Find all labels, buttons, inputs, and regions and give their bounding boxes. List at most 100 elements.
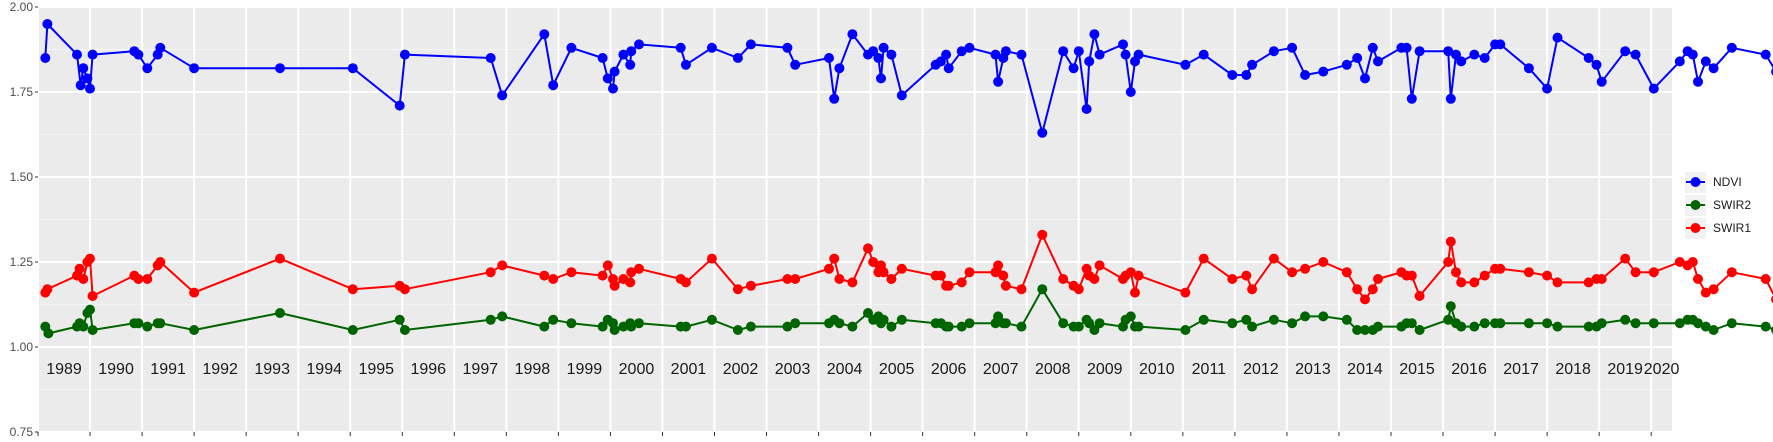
x-tick-label: 2000 <box>619 361 655 378</box>
data-point-ndvi <box>1373 56 1383 67</box>
data-point-ndvi <box>1094 49 1105 60</box>
data-point-swir1 <box>1552 277 1563 288</box>
data-point-swir2 <box>1089 325 1100 335</box>
data-point-ndvi <box>347 63 358 74</box>
data-point-swir1 <box>896 263 907 274</box>
data-point-swir1 <box>790 274 801 284</box>
data-point-swir2 <box>782 321 793 332</box>
data-point-swir1 <box>1542 270 1553 281</box>
data-point-ndvi <box>1583 53 1594 63</box>
data-point-swir2 <box>548 314 559 325</box>
data-point-swir2 <box>1674 318 1685 329</box>
data-point-swir2 <box>834 318 845 329</box>
data-point-ndvi <box>1760 49 1771 60</box>
x-tick-label: 2004 <box>827 361 863 378</box>
y-tick-label: 2.00 <box>10 0 34 14</box>
x-tick-label: 1995 <box>358 361 394 378</box>
data-point-swir1 <box>1443 257 1454 267</box>
data-point-swir1 <box>868 257 879 267</box>
data-point-swir2 <box>485 314 496 325</box>
data-point-ndvi <box>1700 56 1711 67</box>
data-point-ndvi <box>1469 49 1480 60</box>
data-point-ndvi <box>1318 66 1329 77</box>
data-point-swir1 <box>189 287 200 298</box>
data-point-ndvi <box>1120 49 1131 60</box>
data-point-ndvi <box>1198 49 1209 60</box>
data-point-swir1 <box>539 270 550 281</box>
data-point-swir2 <box>1198 314 1209 325</box>
data-point-ndvi <box>1287 42 1298 53</box>
x-tick-label: 1993 <box>254 361 290 378</box>
data-point-swir2 <box>964 318 975 329</box>
data-point-swir1 <box>824 263 834 274</box>
data-point-swir2 <box>1726 318 1737 329</box>
data-point-ndvi <box>834 63 845 74</box>
data-point-swir1 <box>1241 270 1252 281</box>
data-point-swir1 <box>566 267 577 278</box>
data-point-swir2 <box>847 321 858 332</box>
data-point-ndvi <box>394 100 405 111</box>
data-point-ndvi <box>964 42 975 53</box>
data-point-ndvi <box>485 53 496 63</box>
data-point-swir1 <box>1479 270 1490 281</box>
legend-label-swir1: SWIR1 <box>1713 221 1751 235</box>
data-point-ndvi <box>497 90 508 101</box>
data-point-swir2 <box>943 321 954 332</box>
data-point-swir2 <box>275 308 285 318</box>
data-point-ndvi <box>1068 63 1079 74</box>
data-point-ndvi <box>1726 42 1737 53</box>
data-point-swir2 <box>863 308 873 318</box>
data-point-swir1 <box>847 277 858 288</box>
data-point-ndvi <box>78 63 89 74</box>
x-tick-label: 2016 <box>1451 361 1487 378</box>
data-point-swir2 <box>1760 321 1771 332</box>
x-tick-label: 2018 <box>1555 361 1591 378</box>
data-point-swir1 <box>1268 253 1279 264</box>
data-point-swir1 <box>155 257 166 267</box>
data-point-ndvi <box>634 39 644 50</box>
x-tick-label: 2006 <box>931 361 967 378</box>
data-point-swir1 <box>1523 267 1534 278</box>
data-point-swir1 <box>87 291 98 301</box>
x-tick-label: 1996 <box>410 361 446 378</box>
data-point-swir2 <box>189 325 200 335</box>
data-point-ndvi <box>1479 53 1490 63</box>
grid-minor <box>38 49 1672 390</box>
x-tick-label: 2003 <box>775 361 811 378</box>
data-point-swir1 <box>732 284 743 295</box>
x-tick-label: 2014 <box>1347 361 1383 378</box>
data-point-ndvi <box>675 42 686 53</box>
x-tick-label: 2020 <box>1644 361 1680 378</box>
x-tick-label: 2007 <box>983 361 1019 378</box>
data-point-swir2 <box>1373 321 1383 332</box>
data-point-ndvi <box>990 49 1001 60</box>
data-point-swir1 <box>548 274 559 284</box>
data-point-ndvi <box>1406 93 1417 104</box>
data-point-ndvi <box>680 59 691 70</box>
data-point-swir1 <box>993 260 1004 271</box>
data-point-ndvi <box>824 53 834 63</box>
data-point-swir2 <box>732 325 743 335</box>
data-point-swir2 <box>1133 321 1144 332</box>
data-point-swir1 <box>626 267 637 278</box>
data-point-ndvi <box>1414 46 1425 57</box>
data-point-swir2 <box>1125 311 1136 322</box>
data-point-swir1 <box>275 253 285 264</box>
data-point-swir1 <box>142 274 153 284</box>
data-point-ndvi <box>1037 127 1048 138</box>
data-point-swir1 <box>878 267 889 278</box>
data-point-swir1 <box>706 253 717 264</box>
data-point-swir1 <box>1058 274 1069 284</box>
data-point-ndvi <box>941 49 952 60</box>
data-point-ndvi <box>1367 42 1378 53</box>
x-tick-label: 2005 <box>879 361 915 378</box>
data-point-ndvi <box>876 73 886 84</box>
data-point-swir2 <box>1073 321 1084 332</box>
data-point-swir1 <box>886 274 897 284</box>
data-point-swir2 <box>43 328 54 339</box>
data-point-ndvi <box>829 93 840 104</box>
data-point-ndvi <box>602 73 613 84</box>
data-point-swir2 <box>790 318 801 329</box>
data-point-swir2 <box>745 321 756 332</box>
data-point-swir1 <box>1406 270 1417 281</box>
